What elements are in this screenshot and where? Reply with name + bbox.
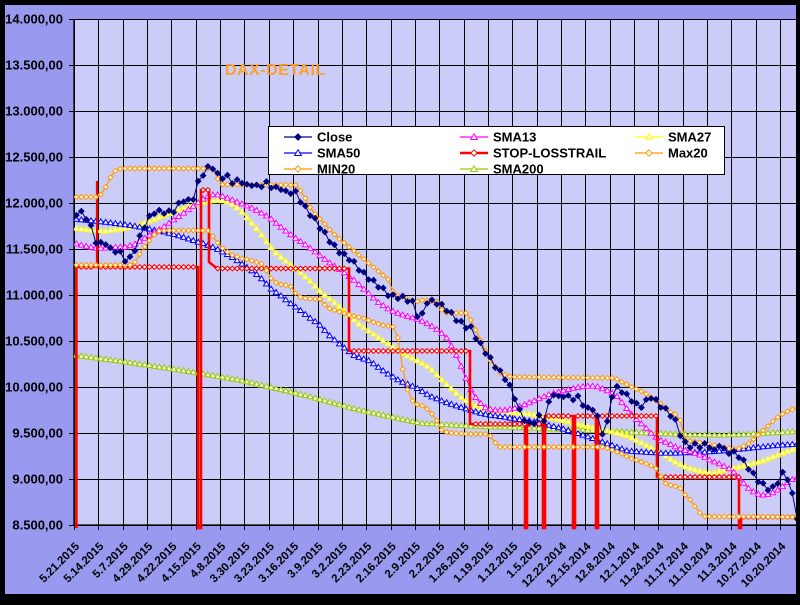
svg-text:9.000,00: 9.000,00 (12, 472, 63, 487)
svg-text:Close: Close (317, 130, 352, 145)
svg-text:STOP-LOSSTRAIL: STOP-LOSSTRAIL (493, 146, 606, 161)
svg-text:14.000,00: 14.000,00 (5, 12, 63, 27)
svg-text:13.500,00: 13.500,00 (5, 58, 63, 73)
svg-text:8.500,00: 8.500,00 (12, 518, 63, 533)
svg-text:12.500,00: 12.500,00 (5, 150, 63, 165)
svg-text:SMA13: SMA13 (493, 130, 536, 145)
svg-text:9.500,00: 9.500,00 (12, 426, 63, 441)
svg-text:11.500,00: 11.500,00 (6, 242, 63, 257)
svg-text:12.000,00: 12.000,00 (5, 196, 63, 211)
svg-text:SMA200: SMA200 (493, 162, 544, 177)
svg-text:11.000,00: 11.000,00 (6, 288, 63, 303)
svg-text:10.000,00: 10.000,00 (5, 380, 63, 395)
svg-text:Max20: Max20 (668, 146, 708, 161)
svg-text:10.500,00: 10.500,00 (5, 334, 63, 349)
svg-text:SMA50: SMA50 (317, 146, 360, 161)
svg-text:13.000,00: 13.000,00 (5, 104, 63, 119)
svg-text:SMA27: SMA27 (668, 130, 711, 145)
svg-text:DAX-DETAIL: DAX-DETAIL (225, 62, 326, 79)
svg-text:MIN20: MIN20 (317, 162, 355, 177)
